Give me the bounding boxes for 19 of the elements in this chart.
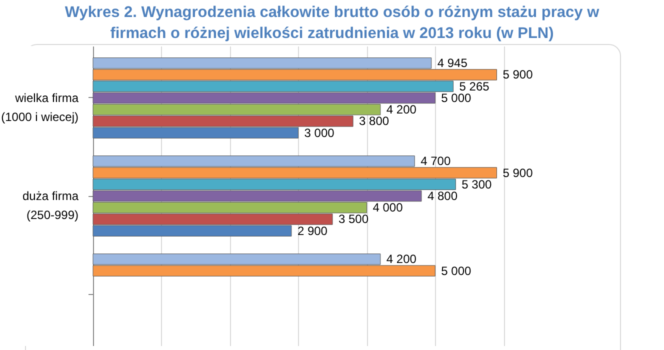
data-label: 3 000: [304, 126, 335, 140]
data-label: 2 900: [297, 224, 328, 238]
data-label: 5 000: [441, 264, 472, 278]
data-label: 4 200: [386, 102, 417, 117]
data-label: 4 700: [420, 154, 451, 168]
data-label: 3 500: [338, 212, 369, 226]
y-tick-label: wielka firma (1000 i wiecej): [1, 90, 79, 124]
data-label: 5 265: [459, 79, 490, 94]
data-label: 4 800: [427, 189, 458, 203]
y-tick-label: duża firma (250-999): [22, 189, 79, 222]
data-label: 4 945: [437, 56, 468, 70]
data-label: 5 300: [462, 177, 492, 192]
data-label: 5 000: [441, 90, 472, 105]
data-label: 5 900: [502, 68, 534, 82]
data-label: 4 000: [372, 200, 404, 215]
data-label: 5 900: [502, 166, 534, 180]
data-label: 4 200: [386, 252, 417, 266]
chart-title: Wykres 2. Wynagrodzenia całkowite brutto osób o różnym stażu pracy w firmach o różnej wielkości zatrudnienia w 2013 roku (w PLN): [64, 3, 600, 44]
data-label: 3 800: [359, 114, 390, 128]
